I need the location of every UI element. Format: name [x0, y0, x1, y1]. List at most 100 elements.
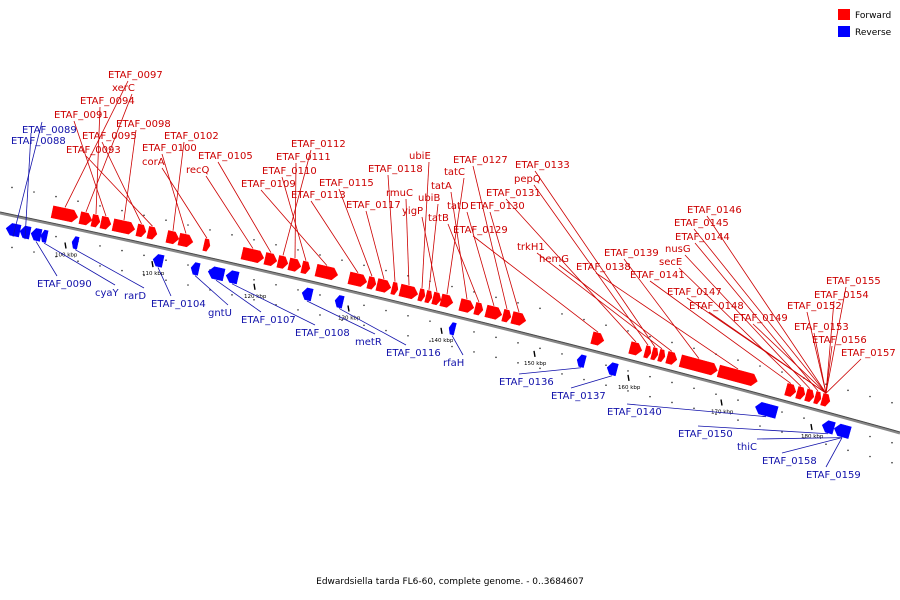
leader-line [825, 286, 847, 394]
reverse-gene-arrow [334, 295, 345, 309]
leader-line [294, 162, 297, 259]
ruler-dot [385, 309, 387, 312]
ruler-dot [187, 264, 189, 266]
leader-line [623, 258, 700, 359]
ruler-dot [253, 238, 255, 241]
forward-gene-arrow [431, 291, 442, 306]
leader-line [678, 267, 802, 387]
forward-gene-label: ETAF_0149 [733, 313, 788, 324]
ruler-dot [693, 387, 695, 390]
reverse-gene-arrow [190, 262, 201, 276]
ruler-ticks: 100 kbp 110 kbp 120 kbp 130 kbp 140 kbp 150 k… [55, 242, 824, 440]
ruler-dot [627, 330, 629, 332]
forward-gene-label: ETAF_0130 [470, 201, 525, 212]
ruler-dot [33, 251, 35, 253]
forward-gene-arrow [287, 257, 302, 272]
ruler-dot [319, 314, 321, 316]
reverse-gene-label: ETAF_0140 [607, 407, 662, 418]
ruler-dot [869, 455, 871, 458]
forward-gene-arrow [276, 255, 289, 269]
leader-line [161, 153, 187, 234]
ruler-dot [275, 244, 277, 246]
forward-gene-label: tatD [447, 201, 469, 212]
reverse-gene-label: ETAF_0158 [762, 456, 817, 467]
forward-gene-arrow [240, 246, 265, 264]
forward-gene-label: ETAF_0153 [794, 322, 849, 333]
ruler-dot [143, 274, 145, 277]
ruler-dot [407, 315, 409, 317]
ruler-dot [187, 284, 189, 286]
ruler-dot [517, 342, 519, 344]
forward-gene-label: ETAF_0146 [687, 205, 742, 216]
label-leader-lines [12, 80, 862, 468]
ruler-dot [759, 365, 761, 367]
ruler-dot [539, 347, 541, 350]
ruler-dot [781, 431, 783, 433]
reverse-gene-arrow [576, 354, 587, 368]
reverse-gene-label: ETAF_0159 [806, 470, 861, 481]
forward-gene-label: pepQ [514, 174, 541, 185]
forward-gene-label: ETAF_0097 [108, 70, 163, 81]
forward-gene-label: ubiE [409, 151, 431, 162]
forward-gene-label: ETAF_0154 [814, 290, 869, 301]
leader-line [215, 279, 262, 313]
forward-gene-label: trkH1 [517, 242, 545, 253]
ruler-dot [143, 254, 145, 257]
leader-line [43, 242, 116, 286]
forward-gene-label: ETAF_0091 [54, 110, 109, 121]
forward-gene-label: ETAF_0112 [291, 139, 346, 150]
forward-gene-label: tatB [428, 213, 449, 224]
reverse-gene-label: rarD [124, 291, 146, 302]
ruler-dot [385, 329, 387, 332]
genome-backbone-highlight [0, 211, 900, 433]
leader-line [310, 200, 359, 274]
ruler-dot [429, 320, 431, 322]
ruler-dot [627, 390, 629, 392]
ruler-dot [561, 313, 563, 315]
reverse-gene-arrow [301, 287, 314, 302]
reverse-gene-arrow [207, 266, 226, 282]
ruler-dot [165, 259, 167, 261]
ruler-dot [297, 309, 299, 311]
leader-line [260, 189, 328, 266]
ruler-dot [319, 254, 321, 256]
ruler-dot [583, 378, 585, 381]
leader-line [626, 403, 767, 418]
forward-gene-arrow [146, 226, 158, 240]
ruler-dot [55, 255, 57, 258]
ruler-dot [715, 393, 717, 395]
reverse-gene-label: ETAF_0107 [241, 315, 296, 326]
forward-gene-arrow [784, 383, 797, 397]
ruler-dot [539, 367, 541, 370]
ruler-dot [605, 324, 607, 327]
ruler-dot [583, 318, 585, 321]
ruler-tick-label: 100 kbp [55, 252, 78, 258]
ruler-dot [363, 324, 365, 327]
ruler-dot [99, 245, 101, 247]
reverse-gene-arrow [152, 254, 165, 268]
ruler-dot [869, 395, 871, 398]
leader-line [172, 141, 185, 231]
reverse-gene-arrow [821, 420, 836, 435]
reverse-gene-label: thiC [737, 442, 757, 453]
ruler-dot [165, 219, 167, 221]
reverse-gene-label: ETAF_0136 [499, 377, 554, 388]
leader-line [451, 335, 464, 356]
forward-gene-label: ETAF_0133 [515, 160, 570, 171]
ruler-dot [671, 401, 673, 404]
ruler-dot [693, 407, 695, 410]
forward-gene-arrow [804, 388, 815, 403]
forward-gene-arrow [795, 386, 806, 400]
leader-line [281, 176, 307, 261]
ruler-dot [737, 419, 739, 421]
ruler-dot [363, 304, 365, 307]
ruler-dot [99, 265, 101, 267]
ruler-tick-label: 140 kbp [431, 338, 454, 344]
ruler-tick-label: 180 kbp [801, 434, 824, 440]
ruler-dot [495, 296, 497, 299]
forward-gene-arrow [439, 293, 454, 308]
reverse-gene-arrow [448, 322, 457, 336]
ruler-dot [495, 336, 497, 339]
ruler-tick [253, 283, 256, 290]
